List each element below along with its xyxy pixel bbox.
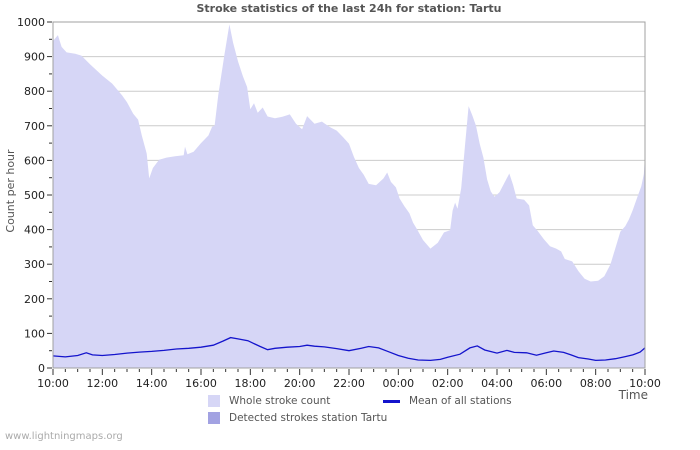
x-tick-label: 10:00 (629, 377, 661, 390)
x-axis-title: Time (618, 388, 648, 402)
whole-stroke-count-swatch-icon (208, 395, 220, 407)
x-tick-label: 02:00 (432, 377, 464, 390)
y-tick-label: 700 (24, 120, 45, 133)
x-tick-label: 16:00 (185, 377, 217, 390)
chart-title: Stroke statistics of the last 24h for st… (196, 2, 502, 15)
y-tick-label: 200 (24, 293, 45, 306)
plot-border (52, 21, 646, 369)
y-tick-label: 300 (24, 258, 45, 271)
x-tick-label: 08:00 (580, 377, 612, 390)
y-tick-label: 600 (24, 154, 45, 167)
watermark: www.lightningmaps.org (5, 431, 123, 442)
x-tick-label: 14:00 (136, 377, 168, 390)
legend-item-mean-of-all-stations: Mean of all stations (383, 394, 512, 408)
y-tick-label: 400 (24, 224, 45, 237)
legend-label: Detected strokes station Tartu (229, 412, 388, 424)
x-tick-label: 10:00 (37, 377, 69, 390)
series-line (52, 336, 646, 362)
legend-item-whole-stroke-count: Whole stroke count (208, 394, 330, 408)
x-tick-label: 04:00 (481, 377, 513, 390)
y-tick-label: 0 (38, 362, 45, 375)
stroke-chart-plot: 0 100 200 300 400 500 600 700 800 900 1000 10:00 12:… (17, 16, 661, 390)
mean-line-swatch-icon (383, 399, 400, 403)
y-tick-label: 900 (24, 51, 45, 64)
y-tick-label: 800 (24, 85, 45, 98)
x-tick-label: 00:00 (382, 377, 414, 390)
x-tick-label: 18:00 (234, 377, 266, 390)
y-tick-label: 500 (24, 189, 45, 202)
detected-strokes-swatch-icon (208, 412, 220, 424)
series-area (53, 24, 645, 369)
legend-label: Whole stroke count (229, 395, 331, 407)
x-tick-label: 12:00 (86, 377, 118, 390)
x-tick-label: 20:00 (284, 377, 316, 390)
y-tick-label: 1000 (17, 16, 45, 29)
x-tick-label: 06:00 (530, 377, 562, 390)
y-tick-label: 100 (24, 327, 45, 340)
x-tick-label: 22:00 (333, 377, 365, 390)
legend-item-detected-strokes: Detected strokes station Tartu (208, 411, 387, 425)
legend-label: Mean of all stations (409, 395, 512, 407)
